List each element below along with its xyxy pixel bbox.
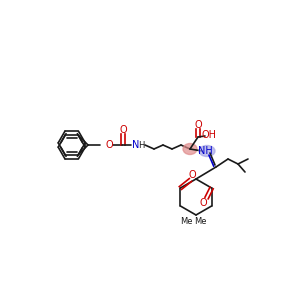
Text: NH: NH xyxy=(198,146,212,156)
Text: N: N xyxy=(132,140,140,150)
Ellipse shape xyxy=(183,143,197,155)
Text: Me: Me xyxy=(194,218,206,226)
Text: O: O xyxy=(189,170,196,180)
Text: O: O xyxy=(200,198,207,208)
Text: O: O xyxy=(194,120,202,130)
Text: O: O xyxy=(119,125,127,135)
Text: O: O xyxy=(105,140,113,150)
Text: Me: Me xyxy=(180,218,192,226)
Text: H: H xyxy=(138,142,144,151)
Ellipse shape xyxy=(199,146,215,157)
Text: OH: OH xyxy=(202,130,217,140)
